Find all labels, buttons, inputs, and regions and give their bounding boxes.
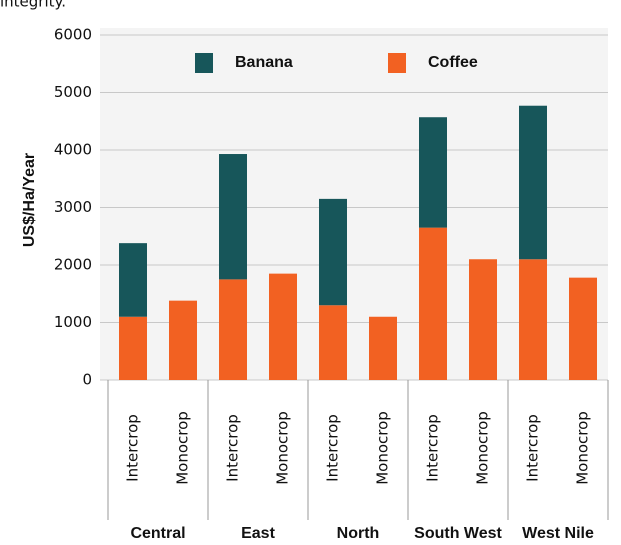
- y-tick-label: 1000: [54, 313, 92, 331]
- legend-label: Banana: [235, 54, 293, 71]
- bar-segment: [519, 105, 547, 260]
- bar-segment: [169, 300, 197, 380]
- y-axis-label: US$/Ha/Year: [21, 153, 38, 247]
- x-tick-label: Monocrop: [374, 411, 392, 485]
- bar-segment: [119, 316, 147, 380]
- y-tick-label: 3000: [54, 198, 92, 216]
- group-label: West Nile: [522, 525, 594, 542]
- group-label: East: [241, 525, 275, 542]
- y-tick-label: 4000: [54, 141, 92, 159]
- bar-segment: [419, 227, 447, 380]
- bar-segment: [119, 243, 147, 317]
- y-tick-label: 6000: [54, 26, 92, 44]
- x-tick-label: Intercrop: [224, 414, 242, 482]
- bar-segment: [469, 259, 497, 380]
- group-label: South West: [414, 525, 502, 542]
- legend-label: Coffee: [428, 54, 478, 71]
- y-tick-label: 0: [82, 371, 92, 389]
- x-tick-label: Monocrop: [474, 411, 492, 485]
- bar-segment: [519, 259, 547, 380]
- bar-segment: [219, 279, 247, 380]
- x-tick-label: Monocrop: [174, 411, 192, 485]
- bar-segment: [419, 117, 447, 228]
- legend-swatch: [195, 53, 213, 73]
- x-tick-label: Intercrop: [424, 414, 442, 482]
- bar-segment: [219, 154, 247, 280]
- x-tick-label: Intercrop: [124, 414, 142, 482]
- bar-segment: [319, 198, 347, 306]
- bar-segment: [369, 316, 397, 380]
- text-fragment: integrity.: [0, 0, 66, 11]
- legend-swatch: [388, 53, 406, 73]
- group-label: Central: [130, 525, 185, 542]
- bar-segment: [319, 305, 347, 380]
- x-tick-label: Monocrop: [574, 411, 592, 485]
- x-tick-label: Monocrop: [274, 411, 292, 485]
- group-label: North: [337, 525, 380, 542]
- x-tick-label: Intercrop: [524, 414, 542, 482]
- x-tick-label: Intercrop: [324, 414, 342, 482]
- bar-segment: [269, 273, 297, 380]
- y-tick-label: 5000: [54, 83, 92, 101]
- bar-segment: [569, 277, 597, 380]
- y-tick-label: 2000: [54, 256, 92, 274]
